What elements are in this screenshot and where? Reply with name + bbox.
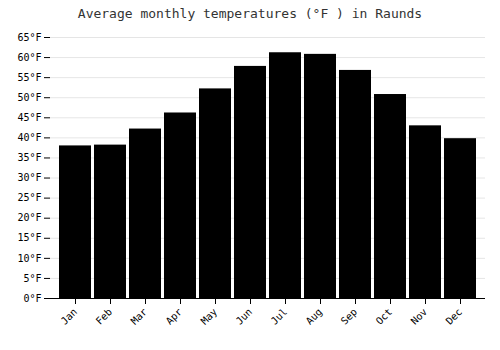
svg-text:10°F: 10°F [17,253,41,264]
svg-text:Aug: Aug [304,306,325,327]
svg-text:65°F: 65°F [17,32,41,43]
svg-text:Jun: Jun [234,306,255,327]
svg-text:Jul: Jul [269,306,290,327]
svg-text:20°F: 20°F [17,212,41,223]
svg-text:Feb: Feb [94,306,115,327]
svg-text:45°F: 45°F [17,112,41,123]
svg-text:15°F: 15°F [17,232,41,243]
svg-text:5°F: 5°F [23,273,41,284]
svg-text:Dec: Dec [444,306,465,327]
svg-text:35°F: 35°F [17,152,41,163]
svg-text:30°F: 30°F [17,172,41,183]
svg-text:25°F: 25°F [17,192,41,203]
svg-text:55°F: 55°F [17,72,41,83]
svg-text:40°F: 40°F [17,132,41,143]
svg-text:Mar: Mar [129,306,150,327]
svg-text:50°F: 50°F [17,92,41,103]
svg-text:May: May [199,306,220,327]
svg-text:Nov: Nov [409,306,430,327]
svg-text:Sep: Sep [339,306,360,327]
html-text:Average monthly temperatures (: Average monthly temperatures (°F ) in Ra… [77,6,423,21]
svg-text:Apr: Apr [164,306,185,327]
svg-text:0°F: 0°F [23,293,41,304]
svg-text:60°F: 60°F [17,52,41,63]
svg-text:Jan: Jan [59,306,80,327]
svg-text:Oct: Oct [374,306,395,327]
